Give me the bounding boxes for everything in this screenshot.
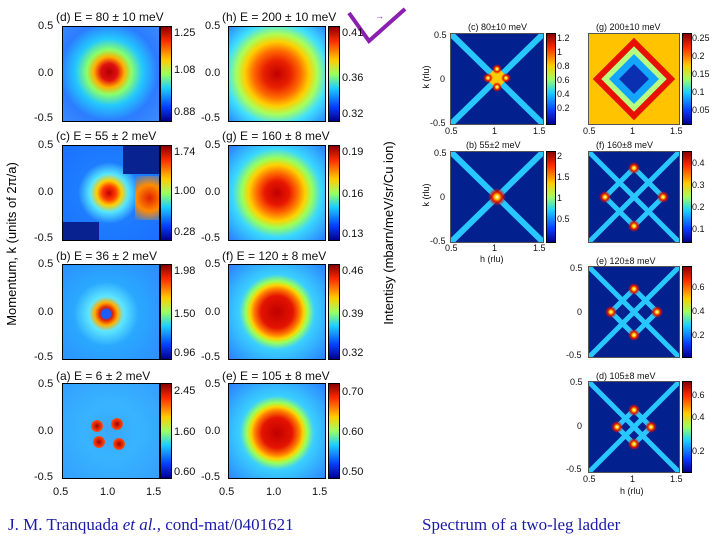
- panel-h-title: (h) E = 200 ± 10 meV: [222, 10, 337, 24]
- ladder-caption: Spectrum of a two-leg ladder: [422, 515, 621, 534]
- panel-f-title: (f) E = 120 ± 8 meV: [222, 249, 327, 263]
- colorbar-d: [160, 26, 172, 122]
- panel-e-title: (e) E = 105 ± 8 meV: [222, 369, 330, 383]
- theory-heatmap-f: [588, 151, 680, 243]
- panel-g-title: (g) E = 160 ± 8 meV: [222, 129, 330, 143]
- theory-heatmap-e: [588, 266, 680, 358]
- theory-colorbar-c: [546, 33, 556, 125]
- heatmap-h: [228, 26, 326, 122]
- colorbar-h: [328, 26, 340, 122]
- theory-panel-e-title: (e) 120±8 meV: [596, 256, 656, 266]
- colorbar-e: [328, 383, 340, 479]
- colorbar-b: [160, 264, 172, 360]
- theory-panel-f-title: (f) 160±8 meV: [596, 140, 653, 150]
- theory-colorbar-g: [682, 33, 692, 125]
- panel-d-title: (d) E = 80 ± 10 meV: [56, 10, 164, 24]
- theory-heatmap-d: [588, 381, 680, 473]
- theory-colorbar-b: [546, 151, 556, 243]
- panel-a-title: (a) E = 6 ± 2 meV: [56, 369, 151, 383]
- heatmap-a: [62, 383, 160, 479]
- theory-panel-d-title: (d) 105±8 meV: [596, 371, 656, 381]
- svg-text:→: →: [375, 11, 384, 21]
- y-axis-label: Momentum, k (units of 2π/a): [4, 162, 19, 326]
- theory-heatmap-g: [588, 33, 680, 125]
- theory-colorbar-f: [682, 151, 692, 243]
- theory-h-label: h (rlu): [480, 254, 504, 264]
- theory-panel-g-title: (g) 200±10 meV: [596, 22, 661, 32]
- theory-k-label-2: k (rlu): [421, 183, 431, 207]
- theory-h-label-bottom: h (rlu): [620, 486, 644, 496]
- heatmap-b: [62, 264, 160, 360]
- heatmap-d: [62, 26, 160, 122]
- theory-heatmap-c: [450, 33, 544, 125]
- purple-arrow-icon: →: [347, 7, 407, 44]
- theory-panel-c-title: (c) 80±10 meV: [468, 22, 527, 32]
- panel-b-title: (b) E = 36 ± 2 meV: [56, 249, 157, 263]
- theory-colorbar-e: [682, 266, 692, 358]
- colorbar-f: [328, 264, 340, 360]
- citation-caption: J. M. Tranquada et al., cond-mat/0401621: [8, 515, 294, 534]
- theory-panel-b-title: (b) 55±2 meV: [466, 140, 521, 150]
- colorbar-c: [160, 145, 172, 241]
- heatmap-c: [62, 145, 160, 241]
- panel-c-title: (c) E = 55 ± 2 meV: [56, 129, 157, 143]
- heatmap-e: [228, 383, 326, 479]
- theory-heatmap-b: [450, 151, 544, 243]
- colorbar-label: Intentisy (mbarn/meV/sr/Cu ion): [381, 141, 396, 325]
- colorbar-g: [328, 145, 340, 241]
- colorbar-a: [160, 383, 172, 479]
- heatmap-f: [228, 264, 326, 360]
- theory-colorbar-d: [682, 381, 692, 473]
- heatmap-g: [228, 145, 326, 241]
- theory-k-label-1: k (rlu): [421, 65, 431, 89]
